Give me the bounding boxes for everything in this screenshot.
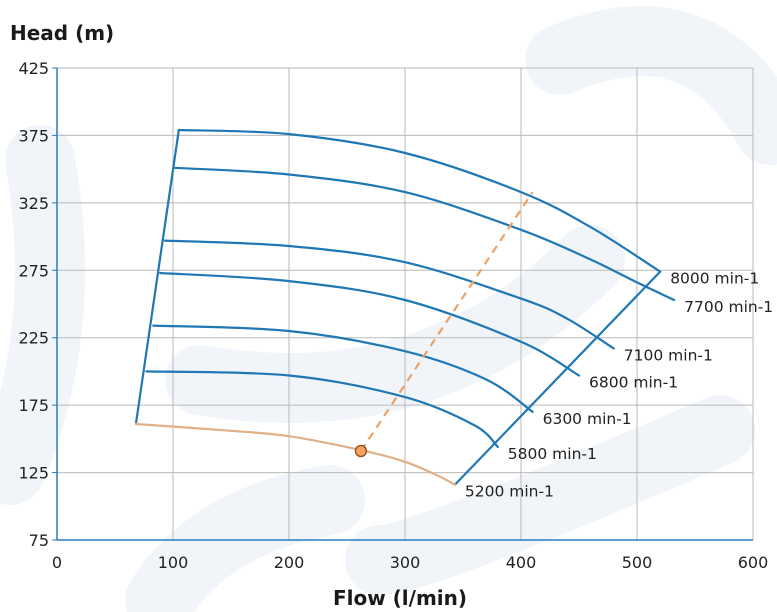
x-tick-label: 200 bbox=[274, 553, 305, 572]
operating-line-dashed bbox=[360, 191, 534, 452]
y-axis-title: Head (m) bbox=[10, 21, 114, 45]
x-tick-label: 600 bbox=[738, 553, 769, 572]
y-tick-label: 75 bbox=[29, 531, 49, 550]
y-tick-label: 425 bbox=[18, 59, 49, 78]
watermark-arc bbox=[345, 395, 755, 595]
left-boundary-line bbox=[134, 129, 180, 425]
speed-curve bbox=[177, 128, 662, 273]
y-tick-label: 275 bbox=[18, 261, 49, 280]
watermark-arc bbox=[165, 225, 625, 423]
speed-curve-label: 5800 min-1 bbox=[508, 445, 597, 463]
speed-curve bbox=[159, 271, 581, 377]
speed-curve-label: 5200 min-1 bbox=[465, 483, 554, 501]
x-tick-label: 100 bbox=[158, 553, 189, 572]
operating-point bbox=[354, 444, 368, 458]
speed-curve-label: 7700 min-1 bbox=[684, 298, 773, 316]
x-axis-title: Flow (l/min) bbox=[333, 586, 467, 610]
speed-curve-label: 6300 min-1 bbox=[543, 410, 632, 428]
y-tick-label: 325 bbox=[18, 194, 49, 213]
speed-curve-label: 7100 min-1 bbox=[624, 347, 713, 365]
x-tick-label: 500 bbox=[622, 553, 653, 572]
envelope-boundaries bbox=[134, 129, 661, 486]
speed-curve bbox=[152, 324, 534, 413]
x-tick-label: 0 bbox=[52, 553, 62, 572]
grid bbox=[57, 67, 754, 540]
speed-curve bbox=[173, 166, 676, 302]
right-boundary-line bbox=[454, 270, 661, 486]
speed-curve-label: 8000 min-1 bbox=[670, 270, 759, 288]
curve-labels: 8000 min-1 7700 min-1 7100 min-1 6800 min-1… bbox=[465, 270, 773, 501]
watermark-arc bbox=[125, 465, 365, 612]
y-tick-label: 375 bbox=[18, 126, 49, 145]
watermark-arc bbox=[525, 6, 777, 165]
tick-labels: 0 100 200 300 400 500 600 75 125 175 225 275 325 375 4… bbox=[18, 59, 768, 572]
x-tick-label: 400 bbox=[506, 553, 537, 572]
y-tick-label: 175 bbox=[18, 396, 49, 415]
x-tick-label: 300 bbox=[390, 553, 421, 572]
axes bbox=[56, 68, 753, 541]
operating-line bbox=[354, 191, 534, 458]
background-watermark bbox=[0, 6, 777, 612]
y-tick-label: 225 bbox=[18, 329, 49, 348]
speed-curve bbox=[145, 370, 499, 448]
watermark-arc bbox=[0, 125, 85, 505]
speed-curve-label: 6800 min-1 bbox=[589, 373, 678, 391]
speed-curve bbox=[163, 239, 615, 350]
y-tick-label: 125 bbox=[18, 464, 49, 483]
